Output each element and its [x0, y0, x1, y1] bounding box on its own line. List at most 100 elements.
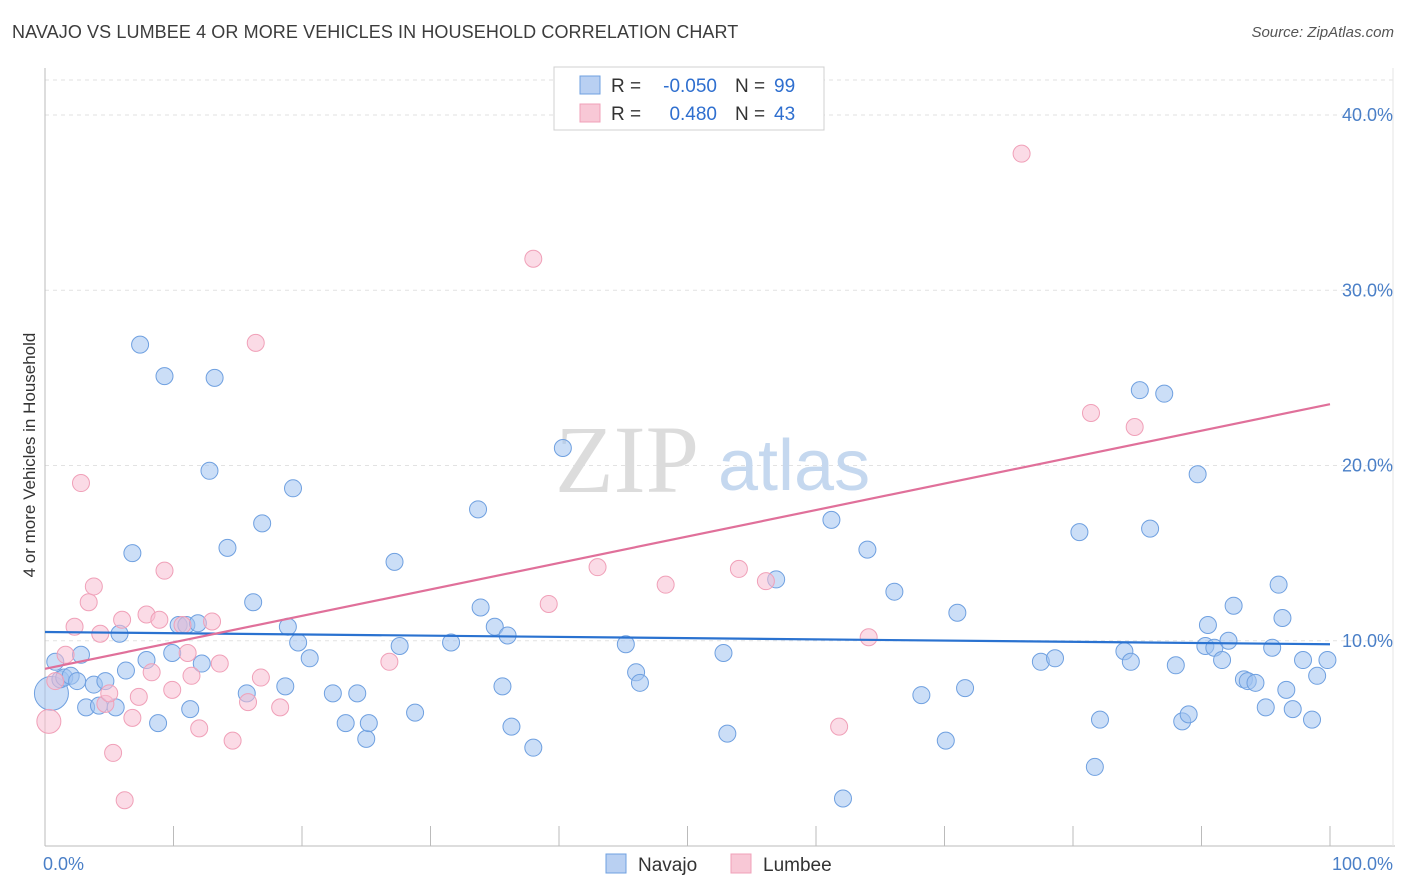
- lumbee-points: [36, 144, 1144, 810]
- navajo-trendline: [44, 630, 1331, 646]
- navajo-point: [390, 637, 409, 656]
- navajo-point: [616, 635, 635, 654]
- navajo-point: [323, 684, 342, 703]
- lumbee-point: [1012, 144, 1031, 163]
- lumbee-point: [129, 687, 148, 706]
- lumbee-point: [239, 693, 258, 712]
- x-tick-label-max: 100.0%: [1332, 854, 1393, 874]
- lumbee-point: [113, 610, 132, 629]
- legend-r-value-lumbee: 0.480: [669, 104, 717, 125]
- y-tick-label-10: 10.0%: [1342, 631, 1393, 651]
- navajo-point: [357, 729, 376, 748]
- lumbee-point: [84, 577, 103, 596]
- navajo-point: [116, 661, 135, 680]
- lumbee-point: [1081, 403, 1100, 422]
- lumbee-point: [203, 612, 222, 631]
- navajo-point: [1130, 381, 1149, 400]
- navajo-point: [630, 673, 649, 692]
- navajo-point: [858, 540, 877, 559]
- lumbee-point: [859, 628, 878, 647]
- navajo-point: [442, 633, 461, 652]
- navajo-point: [200, 461, 219, 480]
- lumbee-trendline: [44, 403, 1331, 670]
- lumbee-point: [524, 249, 543, 268]
- lumbee-point: [79, 593, 98, 612]
- navajo-point: [244, 593, 263, 612]
- lumbee-point: [271, 698, 290, 717]
- navajo-point: [1256, 698, 1275, 717]
- lumbee-point: [246, 333, 265, 352]
- lumbee-point: [104, 743, 123, 762]
- navajo-point: [336, 714, 355, 733]
- navajo-point: [1294, 651, 1313, 670]
- navajo-point: [1224, 596, 1243, 615]
- navajo-point: [1308, 666, 1327, 685]
- x-tick-label-min: 0.0%: [43, 854, 84, 874]
- navajo-point: [1277, 680, 1296, 699]
- lumbee-point: [46, 672, 65, 691]
- lumbee-point: [756, 572, 775, 591]
- lumbee-point: [178, 644, 197, 663]
- navajo-point: [205, 368, 224, 387]
- watermark: ZIP atlas: [555, 406, 870, 513]
- legend-r-label-1: R =: [611, 76, 641, 97]
- bottom-legend-lumbee: Lumbee: [763, 855, 832, 876]
- navajo-point: [289, 633, 308, 652]
- lumbee-point: [190, 719, 209, 738]
- y-tick-label-20: 20.0%: [1342, 456, 1393, 476]
- lumbee-point: [173, 615, 192, 634]
- navajo-point: [912, 686, 931, 705]
- y-tick-labels: 10.0% 20.0% 30.0% 40.0%: [1342, 105, 1393, 651]
- legend-n-value-navajo: 99: [774, 76, 795, 97]
- navajo-point: [471, 598, 490, 617]
- navajo-point: [1090, 710, 1109, 729]
- navajo-point: [1283, 700, 1302, 719]
- bottom-legend-swatch-lumbee: [730, 853, 752, 874]
- lumbee-point: [223, 731, 242, 750]
- lumbee-point: [155, 561, 174, 580]
- navajo-point: [1085, 757, 1104, 776]
- gridlines: [45, 79, 1395, 642]
- y-tick-label-40: 40.0%: [1342, 105, 1393, 125]
- navajo-point: [1121, 652, 1140, 671]
- navajo-point: [253, 514, 272, 533]
- legend-swatch-lumbee: [579, 103, 601, 123]
- legend-r-value-navajo: -0.050: [663, 76, 717, 97]
- chart-title: NAVAJO VS LUMBEE 4 OR MORE VEHICLES IN H…: [12, 22, 739, 42]
- y-axis-title: 4 or more Vehicles in Household: [20, 333, 39, 578]
- navajo-point: [385, 552, 404, 571]
- navajo-point: [553, 439, 572, 457]
- navajo-point: [276, 677, 295, 696]
- navajo-points: [33, 335, 1337, 808]
- navajo-point: [1269, 575, 1288, 594]
- lumbee-point: [729, 559, 748, 578]
- navajo-point: [948, 603, 967, 622]
- navajo-point: [469, 500, 488, 519]
- navajo-point: [149, 714, 168, 733]
- navajo-point: [714, 644, 733, 663]
- navajo-point: [1318, 651, 1337, 670]
- navajo-point: [348, 684, 367, 703]
- watermark-zip: ZIP: [555, 406, 699, 513]
- navajo-point: [1141, 519, 1160, 538]
- navajo-point: [155, 367, 174, 386]
- lumbee-point: [1125, 417, 1144, 436]
- navajo-point: [359, 714, 378, 733]
- correlation-legend: R = -0.050 N = 99 R = 0.480 N = 43: [553, 66, 825, 131]
- lumbee-point: [182, 666, 201, 685]
- navajo-point: [181, 700, 200, 719]
- lumbee-point: [91, 624, 110, 643]
- lumbee-point: [56, 645, 75, 664]
- navajo-point: [524, 738, 543, 757]
- lumbee-point: [150, 610, 169, 629]
- navajo-point: [936, 731, 955, 750]
- navajo-point: [1246, 673, 1265, 692]
- navajo-point: [833, 789, 852, 808]
- navajo-point: [885, 582, 904, 601]
- navajo-point: [123, 544, 142, 563]
- lumbee-point: [830, 717, 849, 736]
- navajo-point: [1219, 631, 1238, 650]
- lumbee-point: [123, 708, 142, 727]
- legend-n-label-1: N =: [735, 76, 765, 97]
